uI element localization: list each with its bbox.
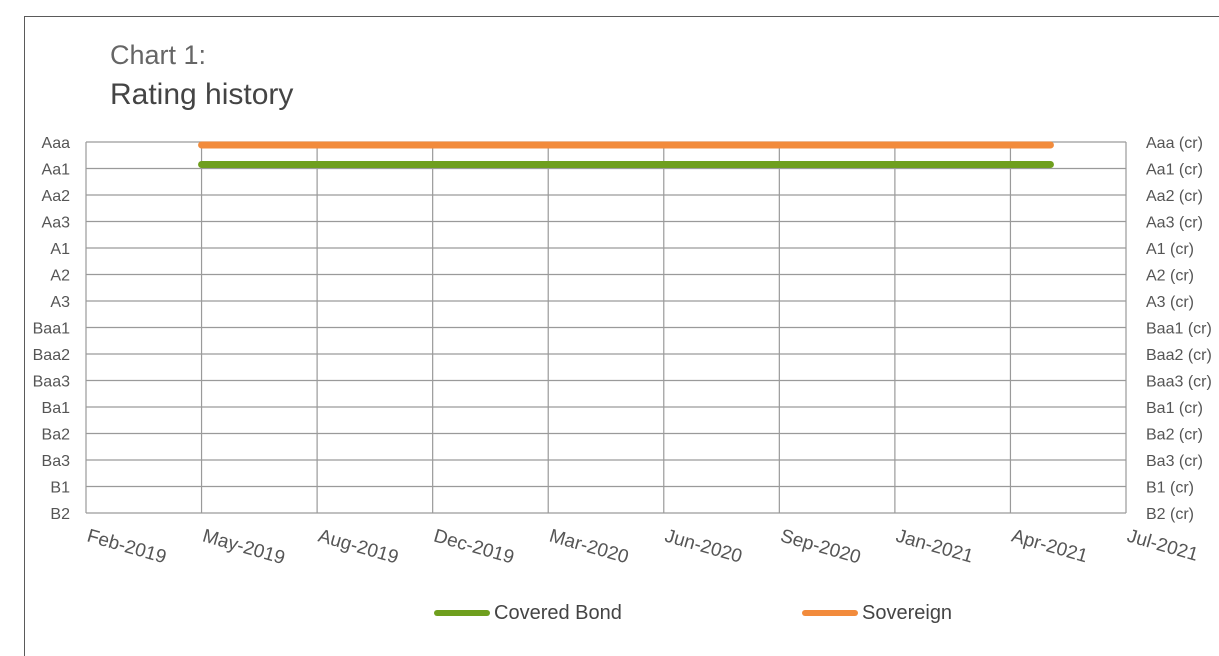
y-tick-label-right: Baa1 (cr)	[1146, 321, 1212, 338]
legend-label-covered-bond: Covered Bond	[494, 601, 622, 624]
y-tick-label-left: A1	[50, 241, 70, 258]
legend-label-sovereign: Sovereign	[862, 601, 953, 624]
y-tick-label-right: Aa3 (cr)	[1146, 215, 1203, 232]
legend-item-covered-bond: Covered Bond	[434, 600, 622, 626]
y-tick-label-left: Aa1	[42, 162, 71, 179]
x-tick-label: Jun-2020	[662, 526, 744, 568]
x-tick-label: Feb-2019	[85, 526, 169, 569]
legend-swatch-sovereign	[802, 610, 858, 616]
y-tick-label-left: Baa3	[33, 374, 70, 391]
y-tick-label-right: Aa2 (cr)	[1146, 188, 1203, 205]
y-tick-label-right: Ba2 (cr)	[1146, 427, 1203, 444]
y-tick-label-left: Baa1	[33, 321, 70, 338]
rating-history-chart: Aaa Aaa (cr) Aa1 Aa1 (cr) Aa2 Aa2 (cr) Aa3 Aa3 …	[33, 135, 1212, 569]
y-tick-label-right: A3 (cr)	[1146, 294, 1194, 311]
x-tick-label: Dec-2019	[431, 526, 516, 569]
chart-title: Chart 1:	[110, 40, 207, 70]
y-tick-label-left: Ba2	[42, 427, 71, 444]
x-tick-label: Jan-2021	[894, 526, 976, 568]
y-tick-label-left: B2	[50, 506, 70, 523]
y-tick-label-left: Aa2	[42, 188, 71, 205]
legend-item-sovereign: Sovereign	[802, 600, 952, 626]
y-tick-label-left: Ba3	[42, 453, 71, 470]
x-tick-label: Sep-2020	[778, 526, 863, 569]
y-tick-label-left: A2	[50, 268, 70, 285]
y-tick-label-left: Aa3	[42, 215, 71, 232]
y-tick-label-right: B2 (cr)	[1146, 506, 1194, 523]
x-tick-label: Apr-2021	[1009, 526, 1090, 568]
y-tick-label-right: A2 (cr)	[1146, 268, 1194, 285]
y-tick-label-right: Ba3 (cr)	[1146, 453, 1203, 470]
y-tick-label-left: B1	[50, 480, 70, 497]
y-tick-label-right: B1 (cr)	[1146, 480, 1194, 497]
y-tick-label-right: Aaa (cr)	[1146, 135, 1203, 152]
chart-frame	[24, 16, 1219, 656]
y-tick-label-right: A1 (cr)	[1146, 241, 1194, 258]
x-tick-label: Aug-2019	[316, 526, 401, 569]
x-tick-label: Mar-2020	[547, 526, 631, 569]
y-tick-label-right: Baa2 (cr)	[1146, 347, 1212, 364]
y-tick-label-left: Ba1	[42, 400, 71, 417]
y-tick-label-left: Aaa	[42, 135, 71, 152]
y-tick-label-right: Ba1 (cr)	[1146, 400, 1203, 417]
chart-subtitle: Rating history	[110, 78, 294, 111]
x-tick-label: Jul-2021	[1125, 526, 1201, 566]
x-tick-label: May-2019	[200, 526, 287, 569]
y-tick-label-left: Baa2	[33, 347, 70, 364]
y-tick-label-right: Baa3 (cr)	[1146, 374, 1212, 391]
legend-swatch-covered-bond	[434, 610, 490, 616]
y-tick-label-right: Aa1 (cr)	[1146, 162, 1203, 179]
y-tick-label-left: A3	[50, 294, 70, 311]
